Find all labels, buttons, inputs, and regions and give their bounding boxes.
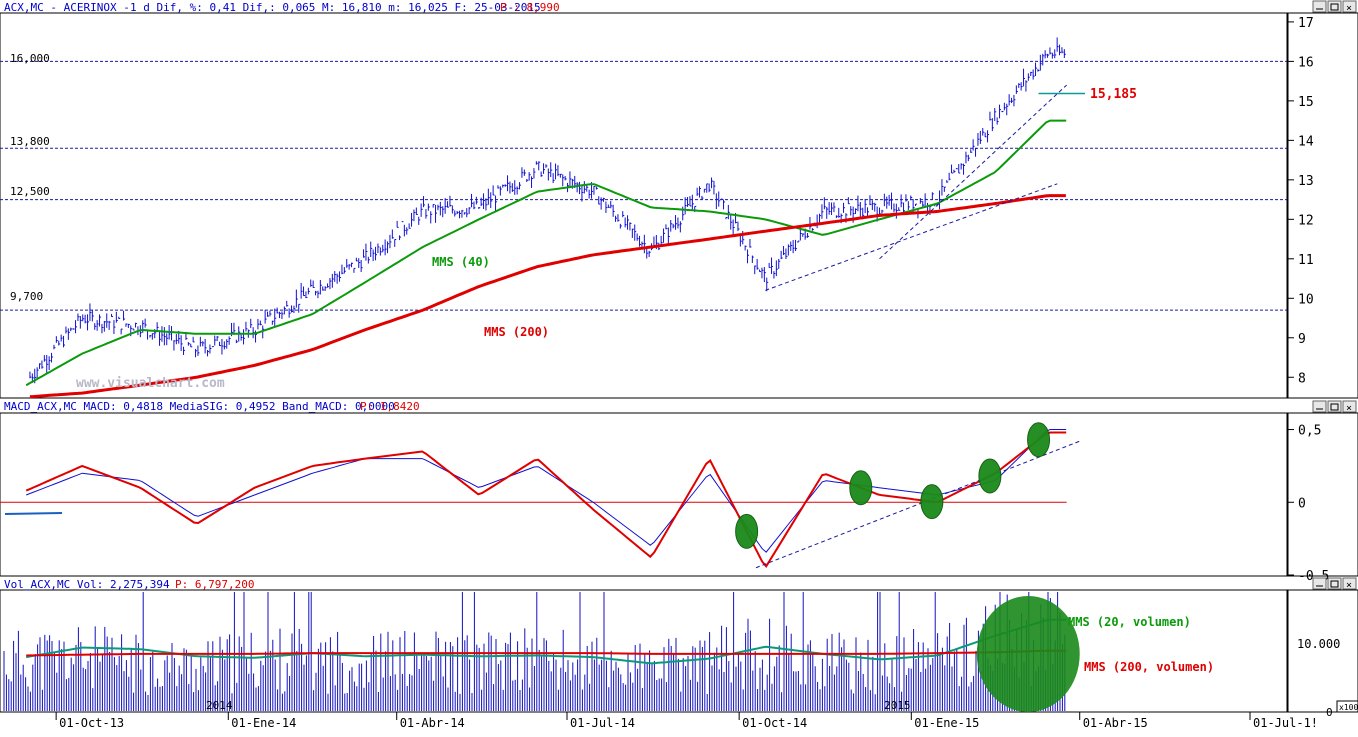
vol-ma20-label: MMS (20, volumen) (1068, 615, 1191, 629)
close-button[interactable] (1342, 0, 1357, 13)
year-label-2015: 2015 (884, 699, 911, 712)
level-label-12-5: 12,500 (10, 185, 50, 198)
vol-ma200-label: MMS (200, volumen) (1084, 660, 1214, 674)
y-tick-label: 11 (1298, 253, 1314, 268)
volume-window-buttons: × (1312, 577, 1357, 591)
volume-panel-frame (0, 589, 1288, 713)
level-label-13-8: 13,800 (10, 135, 50, 148)
minimize-button[interactable] (1312, 0, 1327, 13)
vol-ma20-line (26, 618, 1067, 665)
x-tick-label: 01-Jul-14 (570, 716, 635, 730)
x-tick-label: 01-Oct-13 (59, 716, 124, 730)
signal-marker (920, 484, 944, 520)
target-label: 15,185 (1090, 87, 1137, 102)
y-tick-label: 9 (1298, 332, 1306, 347)
macd-panel-frame (0, 412, 1288, 577)
macd-trendline (755, 440, 1080, 569)
restore-icon (1330, 580, 1339, 588)
x-tick-label: 01-Abr-14 (400, 716, 465, 730)
level-label-16: 16,000 (10, 52, 50, 65)
volume-info: Vol_ACX,MC Vol: 2,275,394 (4, 578, 170, 591)
signal-marker (849, 470, 873, 506)
vol-unit: x100 (1339, 703, 1358, 712)
signal-marker (735, 513, 759, 549)
macd-minimize-button[interactable] (1312, 400, 1327, 413)
ma200-label: MMS (200) (484, 325, 549, 339)
close-icon: × (1346, 3, 1352, 14)
x-tick-label: 01-Abr-15 (1083, 716, 1148, 730)
vol-ma200-line (26, 649, 1067, 657)
y-tick-label: 10 (1298, 292, 1314, 307)
macd-axis-frame (1287, 412, 1358, 577)
vol-minimize-button[interactable] (1312, 577, 1327, 590)
ma200-line (29, 194, 1066, 399)
signal-marker (978, 458, 1002, 494)
price-info-stats: 1 d Dif, %: 0,41 Dif,: 0,065 M: 16,810 m… (130, 1, 541, 14)
x-tick-label: 01-Ene-14 (231, 716, 296, 730)
macd-info-p: P: 1,8420 (360, 400, 420, 413)
vol-ytick-10000: 10.000 (1297, 637, 1340, 651)
macd-signal-line (26, 429, 1067, 553)
price-window-buttons: × (1312, 0, 1357, 14)
macd-restore-button[interactable] (1327, 400, 1342, 413)
y-tick-label: 8 (1298, 371, 1306, 386)
y-tick-label: 14 (1298, 134, 1314, 149)
macd-info: MACD_ACX,MC MACD: 0,4818 MediaSIG: 0,495… (4, 400, 395, 413)
band-macd-line (4, 512, 63, 515)
y-tick-label: 12 (1298, 213, 1314, 228)
macd-plot (0, 422, 1080, 569)
price-plot (0, 37, 1287, 399)
y-tick-label: 16 (1298, 55, 1314, 70)
close-icon: × (1346, 403, 1352, 414)
vol-ytick-0: 0 (1326, 706, 1333, 719)
price-info-p: P : 8,990 (500, 1, 560, 14)
price-axis-frame (1287, 12, 1358, 399)
y-tick-label: 0,5 (1298, 424, 1321, 439)
vol-close-button[interactable] (1342, 577, 1357, 590)
restore-icon (1330, 403, 1339, 411)
restore-button[interactable] (1327, 0, 1342, 13)
macd-line (25, 431, 1067, 568)
x-tick-label: 01-Jul-1! (1253, 716, 1318, 730)
ma40-label: MMS (40) (432, 255, 490, 269)
macd-window-buttons: × (1312, 400, 1357, 414)
x-tick-label: 01-Oct-14 (742, 716, 807, 730)
level-label-9-7: 9,700 (10, 290, 43, 303)
volume-highlight-circle (976, 596, 1080, 712)
vol-restore-button[interactable] (1327, 577, 1342, 590)
volume-plot (3, 592, 1080, 712)
signal-marker (1027, 422, 1051, 458)
watermark: www.visualchart.com (76, 376, 225, 391)
x-tick-label: 01-Ene-15 (914, 716, 979, 730)
close-icon: × (1346, 580, 1352, 591)
y-tick-label: 0 (1298, 496, 1306, 511)
trendline (765, 183, 1058, 291)
unit-box (1336, 700, 1358, 713)
price-info-symbol: ACX,MC - ACERINOX - (4, 1, 130, 14)
year-label-2014: 2014 (206, 699, 233, 712)
trendline (879, 84, 1067, 260)
y-tick-label: 17 (1298, 16, 1314, 31)
y-tick-label: 15 (1298, 95, 1314, 110)
y-tick-label: 13 (1298, 174, 1314, 189)
volume-axis-frame (1287, 589, 1358, 713)
volume-info-p: P: 6,797,200 (175, 578, 254, 591)
macd-close-button[interactable] (1342, 400, 1357, 413)
restore-icon (1330, 3, 1339, 11)
